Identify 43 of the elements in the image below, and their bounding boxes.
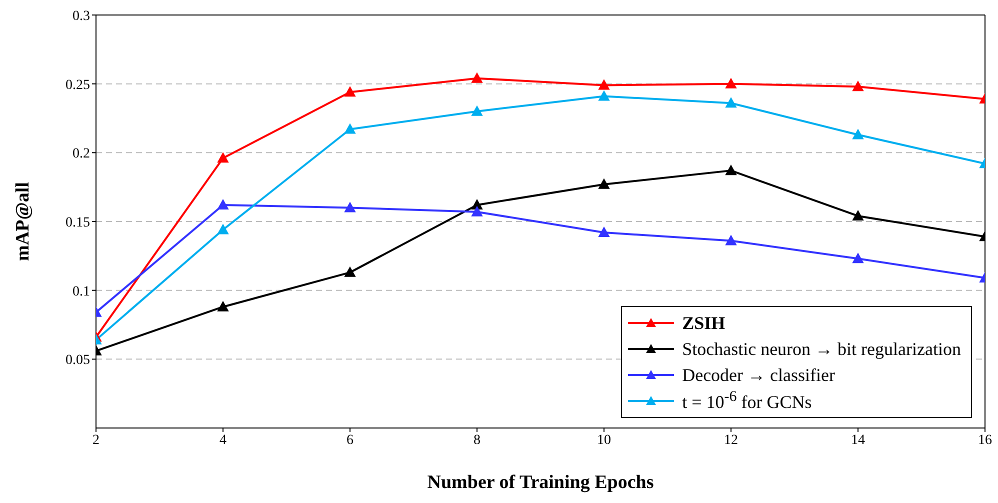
y-tick-label: 0.25: [66, 78, 90, 93]
point: [344, 124, 356, 134]
point: [598, 178, 610, 189]
legend-label: Decoder → classifier: [682, 364, 836, 386]
point: [852, 253, 864, 264]
point: [218, 199, 228, 210]
point: [852, 81, 864, 92]
x-tick-label: 6: [346, 432, 354, 448]
point: [852, 129, 864, 140]
point: [726, 78, 736, 88]
legend-label: ZSIH: [682, 312, 726, 334]
y-tick-label: 0.05: [66, 353, 90, 368]
point: [598, 80, 610, 90]
x-tick-label: 12: [724, 432, 738, 448]
point: [472, 106, 482, 116]
point: [598, 90, 610, 101]
x-tick-label: 4: [220, 432, 226, 448]
point: [218, 224, 228, 234]
x-tick-label: 8: [474, 432, 480, 448]
legend-label: Stochastic neuron → bit regularization: [682, 338, 961, 360]
y-axis-title: mAP@all: [12, 182, 34, 261]
x-axis-title: Number of Training Epochs: [427, 472, 654, 493]
point: [726, 98, 736, 108]
y-tick-label: 0.15: [66, 215, 90, 230]
point: [726, 165, 736, 176]
point: [852, 210, 864, 220]
point: [218, 152, 228, 163]
x-tick-label: 10: [597, 432, 611, 448]
x-tick-label: 16: [978, 432, 992, 448]
point: [218, 301, 228, 312]
x-tick-label: 2: [92, 432, 100, 448]
point: [598, 227, 610, 238]
y-tick-label: 0.1: [72, 284, 90, 300]
legend-label: t = 10$^{-6}$ for GCNs: [682, 389, 812, 413]
y-tick-label: 0.2: [72, 146, 90, 162]
point: [726, 235, 736, 246]
point: [472, 72, 482, 83]
point: [344, 202, 356, 212]
point: [344, 86, 356, 97]
y-tick-label: 0.3: [72, 8, 90, 24]
point: [344, 266, 356, 277]
point: [472, 206, 482, 216]
x-tick-label: 14: [851, 432, 865, 448]
